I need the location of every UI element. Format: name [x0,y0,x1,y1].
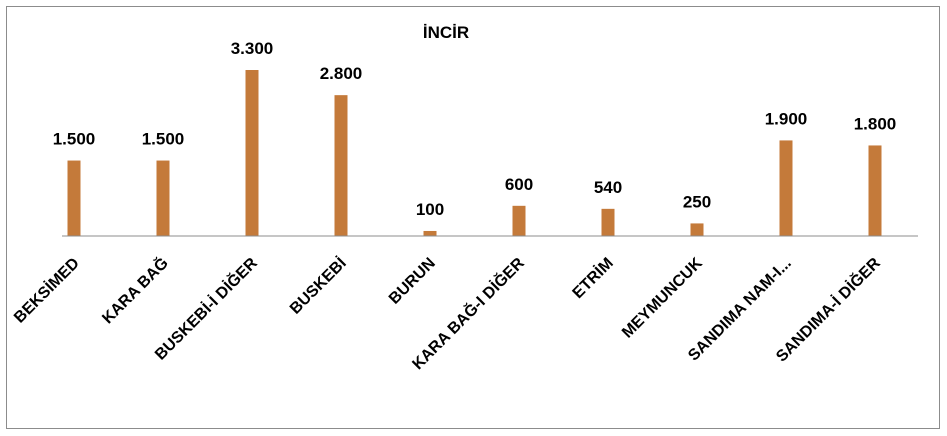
bar-1 [67,160,81,236]
bar-9 [779,140,793,236]
chart-title: İNCİR [423,23,469,42]
bar-6 [512,205,526,236]
data-label-7: 540 [594,178,622,197]
bar-2 [156,160,170,236]
bar-5 [423,230,437,236]
bar-8 [690,223,704,236]
data-label-9: 1.900 [765,109,808,128]
bar-3 [245,70,259,236]
category-label-7: ETRİM [569,254,617,302]
data-label-1: 1.500 [53,130,96,149]
bar-4 [334,95,348,236]
data-label-4: 2.800 [320,64,363,83]
data-label-2: 1.500 [142,130,185,149]
data-label-3: 3.300 [231,39,274,58]
data-label-8: 250 [683,192,711,211]
category-label-2: KARA BAĞ [98,253,172,327]
data-label-10: 1.800 [854,114,897,133]
category-label-8: MEYMUNCUK [619,254,706,341]
data-label-6: 600 [505,175,533,194]
bar-10 [868,145,882,236]
category-label-5: BURUN [386,255,439,308]
data-label-5: 100 [416,200,444,219]
category-label-1: BEKSİMED [10,254,82,326]
category-label-4: BUSKEBİ [286,254,350,318]
bar-7 [601,208,615,236]
